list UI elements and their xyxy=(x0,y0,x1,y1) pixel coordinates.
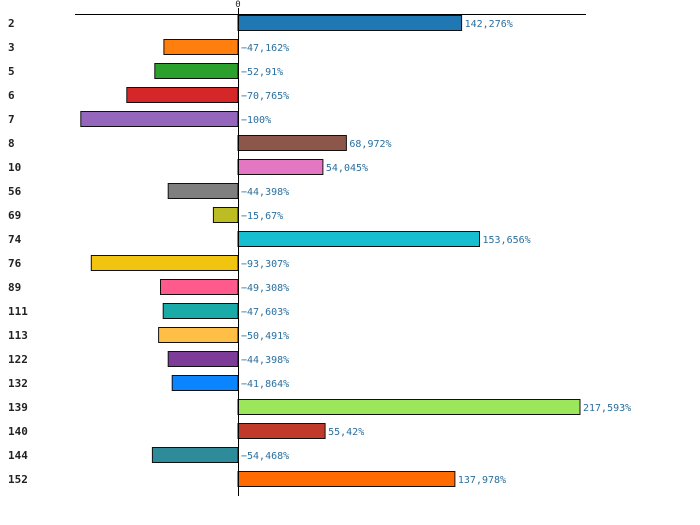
bar-6 xyxy=(126,87,239,103)
category-label-74: 74 xyxy=(8,233,22,246)
bar-69 xyxy=(212,207,239,223)
bar-122 xyxy=(167,351,239,367)
category-label-2: 2 xyxy=(8,17,15,30)
category-label-69: 69 xyxy=(8,209,21,222)
value-label-89: −49,308% xyxy=(241,283,289,294)
bar-10 xyxy=(237,159,324,175)
value-label-152: 137,978% xyxy=(458,475,506,486)
value-label-56: −44,398% xyxy=(241,187,289,198)
category-label-10: 10 xyxy=(8,161,21,174)
value-label-74: 153,656% xyxy=(483,235,531,246)
bar-132 xyxy=(171,375,239,391)
value-label-7: −100% xyxy=(241,115,271,126)
value-label-69: −15,67% xyxy=(241,211,283,222)
value-label-122: −44,398% xyxy=(241,355,289,366)
zero-tick-label: 0 xyxy=(235,0,240,10)
bar-113 xyxy=(158,327,239,343)
bar-2 xyxy=(237,15,463,31)
bar-89 xyxy=(160,279,239,295)
category-label-3: 3 xyxy=(8,41,15,54)
bar-111 xyxy=(162,303,239,319)
value-label-113: −50,491% xyxy=(241,331,289,342)
category-label-122: 122 xyxy=(8,353,28,366)
bar-5 xyxy=(154,63,239,79)
category-label-89: 89 xyxy=(8,281,21,294)
category-label-6: 6 xyxy=(8,89,15,102)
category-label-5: 5 xyxy=(8,65,15,78)
category-label-7: 7 xyxy=(8,113,15,126)
bar-56 xyxy=(167,183,239,199)
value-label-139: 217,593% xyxy=(583,403,631,414)
value-label-76: −93,307% xyxy=(241,259,289,270)
bar-74 xyxy=(237,231,480,247)
bar-8 xyxy=(237,135,347,151)
bar-140 xyxy=(237,423,326,439)
category-label-140: 140 xyxy=(8,425,28,438)
bar-3 xyxy=(163,39,239,55)
bar-76 xyxy=(90,255,239,271)
category-label-111: 111 xyxy=(8,305,28,318)
category-label-132: 132 xyxy=(8,377,28,390)
value-label-5: −52,91% xyxy=(241,67,283,78)
labels-layer: 2 142,276% 3 −47,162% 5 −52,91% 6 −70,765% 7 −100… xyxy=(8,17,631,486)
value-label-10: 54,045% xyxy=(326,163,368,174)
category-label-139: 139 xyxy=(8,401,28,414)
bar-7 xyxy=(80,111,239,127)
category-label-144: 144 xyxy=(8,449,28,462)
value-label-8: 68,972% xyxy=(349,139,391,150)
bar-152 xyxy=(237,471,456,487)
value-label-144: −54,468% xyxy=(241,451,289,462)
bar-144 xyxy=(151,447,239,463)
bar-139 xyxy=(237,399,581,415)
category-label-56: 56 xyxy=(8,185,22,198)
value-label-140: 55,42% xyxy=(328,427,364,438)
value-label-111: −47,603% xyxy=(241,307,289,318)
value-label-3: −47,162% xyxy=(241,43,289,54)
category-label-152: 152 xyxy=(8,473,28,486)
category-label-113: 113 xyxy=(8,329,28,342)
category-label-76: 76 xyxy=(8,257,22,270)
value-label-132: −41,864% xyxy=(241,379,289,390)
category-label-8: 8 xyxy=(8,137,15,150)
value-label-6: −70,765% xyxy=(241,91,289,102)
bars-layer xyxy=(80,15,581,487)
value-label-2: 142,276% xyxy=(465,19,513,30)
